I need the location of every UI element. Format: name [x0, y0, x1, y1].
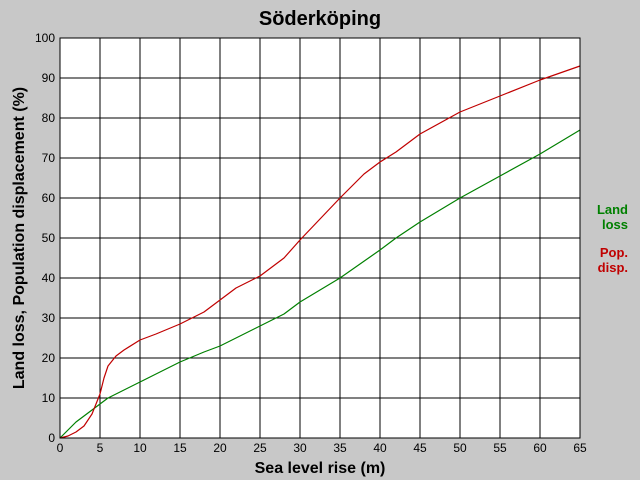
x-tick-label: 35 [333, 441, 347, 455]
x-axis-label: Sea level rise (m) [255, 460, 386, 477]
x-tick-label: 65 [573, 441, 587, 455]
y-tick-label: 30 [42, 311, 56, 325]
legend-land-loss-line2: loss [602, 217, 628, 232]
y-tick-label: 70 [42, 151, 56, 165]
y-tick-label: 40 [42, 271, 56, 285]
legend-pop-disp-line2: disp. [598, 260, 628, 275]
y-tick-label: 50 [42, 231, 56, 245]
x-tick-label: 15 [173, 441, 187, 455]
x-tick-label: 0 [57, 441, 64, 455]
y-tick-label: 10 [42, 391, 56, 405]
x-tick-label: 40 [373, 441, 387, 455]
y-tick-label: 90 [42, 71, 56, 85]
x-tick-label: 50 [453, 441, 467, 455]
y-tick-label: 80 [42, 111, 56, 125]
y-tick-label: 0 [48, 431, 55, 445]
y-axis-label: Land loss, Population displacement (%) [11, 87, 28, 389]
series-line-land-loss [59, 129, 581, 439]
series-line-pop-disp [59, 65, 581, 439]
x-tick-label: 25 [253, 441, 267, 455]
tick-labels: 0 5 10 15 20 25 30 35 40 45 50 55 60 65 0 10 20 30 40 50 60 7… [35, 31, 587, 455]
x-tick-label: 30 [293, 441, 307, 455]
y-tick-label: 100 [35, 31, 55, 45]
legend-land-loss-line1: Land [597, 202, 628, 217]
series-layer [59, 65, 581, 439]
x-tick-label: 5 [97, 441, 104, 455]
chart-title: Söderköping [259, 8, 381, 30]
legend-pop-disp-line1: Pop. [600, 245, 628, 260]
x-tick-label: 45 [413, 441, 427, 455]
y-tick-label: 20 [42, 351, 56, 365]
legend: Land loss Pop. disp. [597, 202, 628, 275]
x-tick-label: 20 [213, 441, 227, 455]
x-tick-label: 10 [133, 441, 147, 455]
x-tick-label: 60 [533, 441, 547, 455]
plot-frame [59, 37, 581, 439]
x-tick-label: 55 [493, 441, 507, 455]
y-tick-label: 60 [42, 191, 56, 205]
